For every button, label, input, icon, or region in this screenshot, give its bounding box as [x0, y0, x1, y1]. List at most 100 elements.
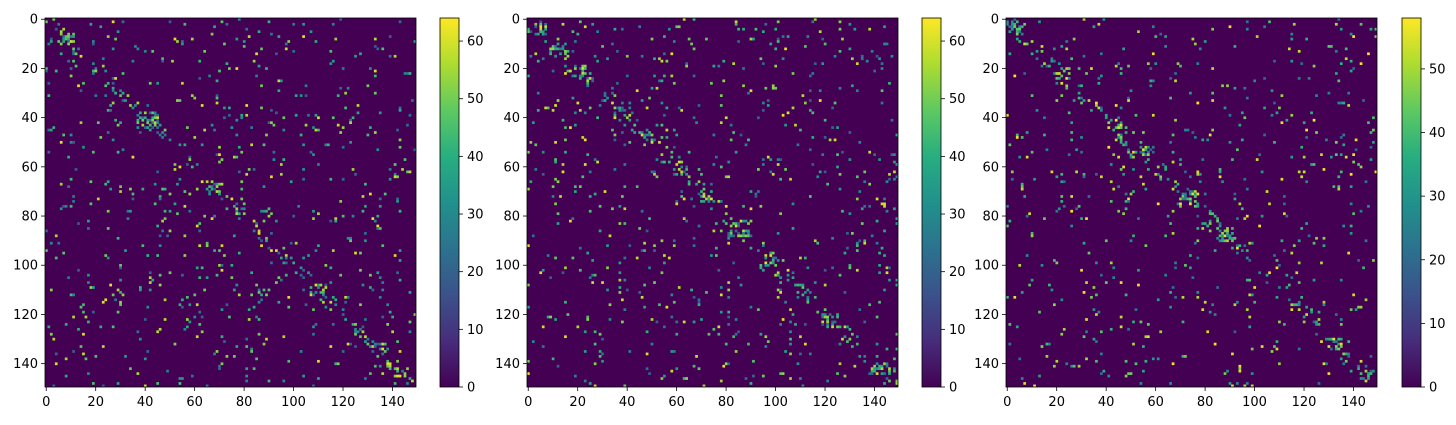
heatmap-cell — [1006, 20, 1009, 24]
heatmap-cell — [700, 195, 703, 198]
heatmap-cell — [858, 355, 862, 358]
heatmap-cell — [223, 106, 226, 110]
heatmap-cell — [312, 308, 315, 311]
heatmap-cell — [312, 332, 315, 336]
heatmap-cell — [364, 232, 367, 235]
heatmap-cell — [1050, 59, 1054, 63]
heatmap-cell — [168, 229, 172, 233]
heatmap-cell — [292, 22, 296, 26]
heatmap-cell — [878, 364, 881, 368]
heatmap-cell — [645, 138, 649, 142]
heatmap-cell — [1347, 352, 1351, 356]
heatmap-cell — [119, 278, 122, 282]
heatmap-cell — [1057, 62, 1061, 65]
heatmap-cell — [341, 214, 345, 218]
heatmap-cell — [1060, 74, 1064, 78]
y-tick-label: 40 — [982, 111, 999, 126]
heatmap-cell — [729, 123, 733, 127]
heatmap-cell — [527, 372, 530, 375]
heatmap-cell — [376, 224, 380, 228]
heatmap-cell — [47, 94, 51, 97]
heatmap-cell — [1122, 212, 1125, 216]
heatmap-cell — [1008, 52, 1012, 56]
heatmap-cell — [1245, 249, 1249, 252]
heatmap-cell — [1300, 145, 1304, 149]
heatmap-cell — [534, 32, 538, 36]
heatmap-cell — [151, 116, 155, 120]
heatmap-cell — [284, 47, 288, 51]
heatmap-cell — [878, 300, 881, 304]
heatmap-cell — [734, 229, 738, 233]
heatmap-cell — [1312, 278, 1316, 282]
heatmap-cell — [1117, 126, 1121, 129]
heatmap-cell — [1010, 22, 1014, 26]
heatmap-cell — [759, 264, 763, 267]
heatmap-cell — [1216, 227, 1219, 230]
heatmap-cell — [702, 195, 706, 198]
heatmap-cell — [173, 202, 177, 206]
heatmap-cell — [774, 256, 778, 260]
heatmap-cell — [1134, 308, 1138, 311]
heatmap-cell — [771, 251, 775, 255]
heatmap-cell — [769, 42, 773, 46]
heatmap-cell — [72, 195, 75, 198]
heatmap-cell — [1369, 372, 1373, 375]
heatmap-cell — [1055, 72, 1059, 75]
heatmap-cell — [546, 315, 550, 319]
heatmap-cell — [67, 185, 70, 188]
heatmap-cell — [1184, 264, 1187, 267]
heatmap-cell — [361, 209, 365, 213]
heatmap-cell — [1344, 47, 1348, 51]
heatmap-cell — [843, 335, 847, 339]
heatmap-cell — [1077, 67, 1081, 70]
heatmap-cell — [714, 155, 718, 159]
heatmap-cell — [1369, 158, 1373, 161]
heatmap-cell — [1364, 239, 1368, 243]
heatmap-cell — [601, 99, 604, 102]
heatmap-cell — [279, 278, 283, 282]
heatmap-cell — [571, 96, 575, 100]
heatmap-cell — [257, 288, 261, 292]
heatmap-cell — [59, 42, 63, 46]
heatmap-cell — [643, 241, 646, 245]
heatmap-cell — [1255, 158, 1259, 161]
heatmap-cell — [1359, 22, 1363, 26]
heatmap-cell — [378, 197, 382, 201]
heatmap-cell — [710, 207, 713, 211]
y-tick-label: 80 — [21, 210, 38, 225]
heatmap-cell — [173, 37, 177, 41]
heatmap-cell — [381, 244, 385, 248]
heatmap-cell — [237, 18, 241, 21]
heatmap-cell — [680, 165, 684, 169]
heatmap-cell — [653, 74, 656, 78]
heatmap-cell — [833, 101, 837, 105]
y-tick-label: 80 — [503, 210, 520, 225]
heatmap-cell — [91, 310, 95, 314]
heatmap-cell — [1122, 143, 1125, 147]
heatmap-cell — [64, 323, 68, 326]
heatmap-cell — [398, 249, 402, 252]
heatmap-cell — [1132, 342, 1135, 346]
heatmap-cell — [87, 227, 90, 230]
heatmap-cell — [727, 160, 731, 164]
heatmap-cell — [178, 165, 182, 169]
heatmap-cell — [1332, 340, 1336, 343]
heatmap-cell — [359, 52, 362, 56]
heatmap-cell — [846, 340, 849, 343]
heatmap-cell — [307, 113, 310, 117]
heatmap-cell — [396, 271, 399, 275]
heatmap-cell — [1117, 116, 1121, 120]
heatmap-cell — [1097, 106, 1101, 110]
y-tick-label: 60 — [982, 160, 999, 175]
heatmap-cell — [734, 20, 738, 24]
heatmap-cell — [863, 170, 867, 174]
heatmap-cell — [373, 345, 377, 348]
heatmap-cell — [114, 118, 117, 122]
heatmap-cell — [277, 300, 281, 304]
heatmap-cell — [1290, 32, 1294, 36]
heatmap-cell — [719, 104, 723, 107]
heatmap-cell — [346, 295, 350, 299]
heatmap-cell — [895, 133, 899, 137]
heatmap-cell — [62, 35, 66, 38]
heatmap-cell — [697, 367, 701, 371]
